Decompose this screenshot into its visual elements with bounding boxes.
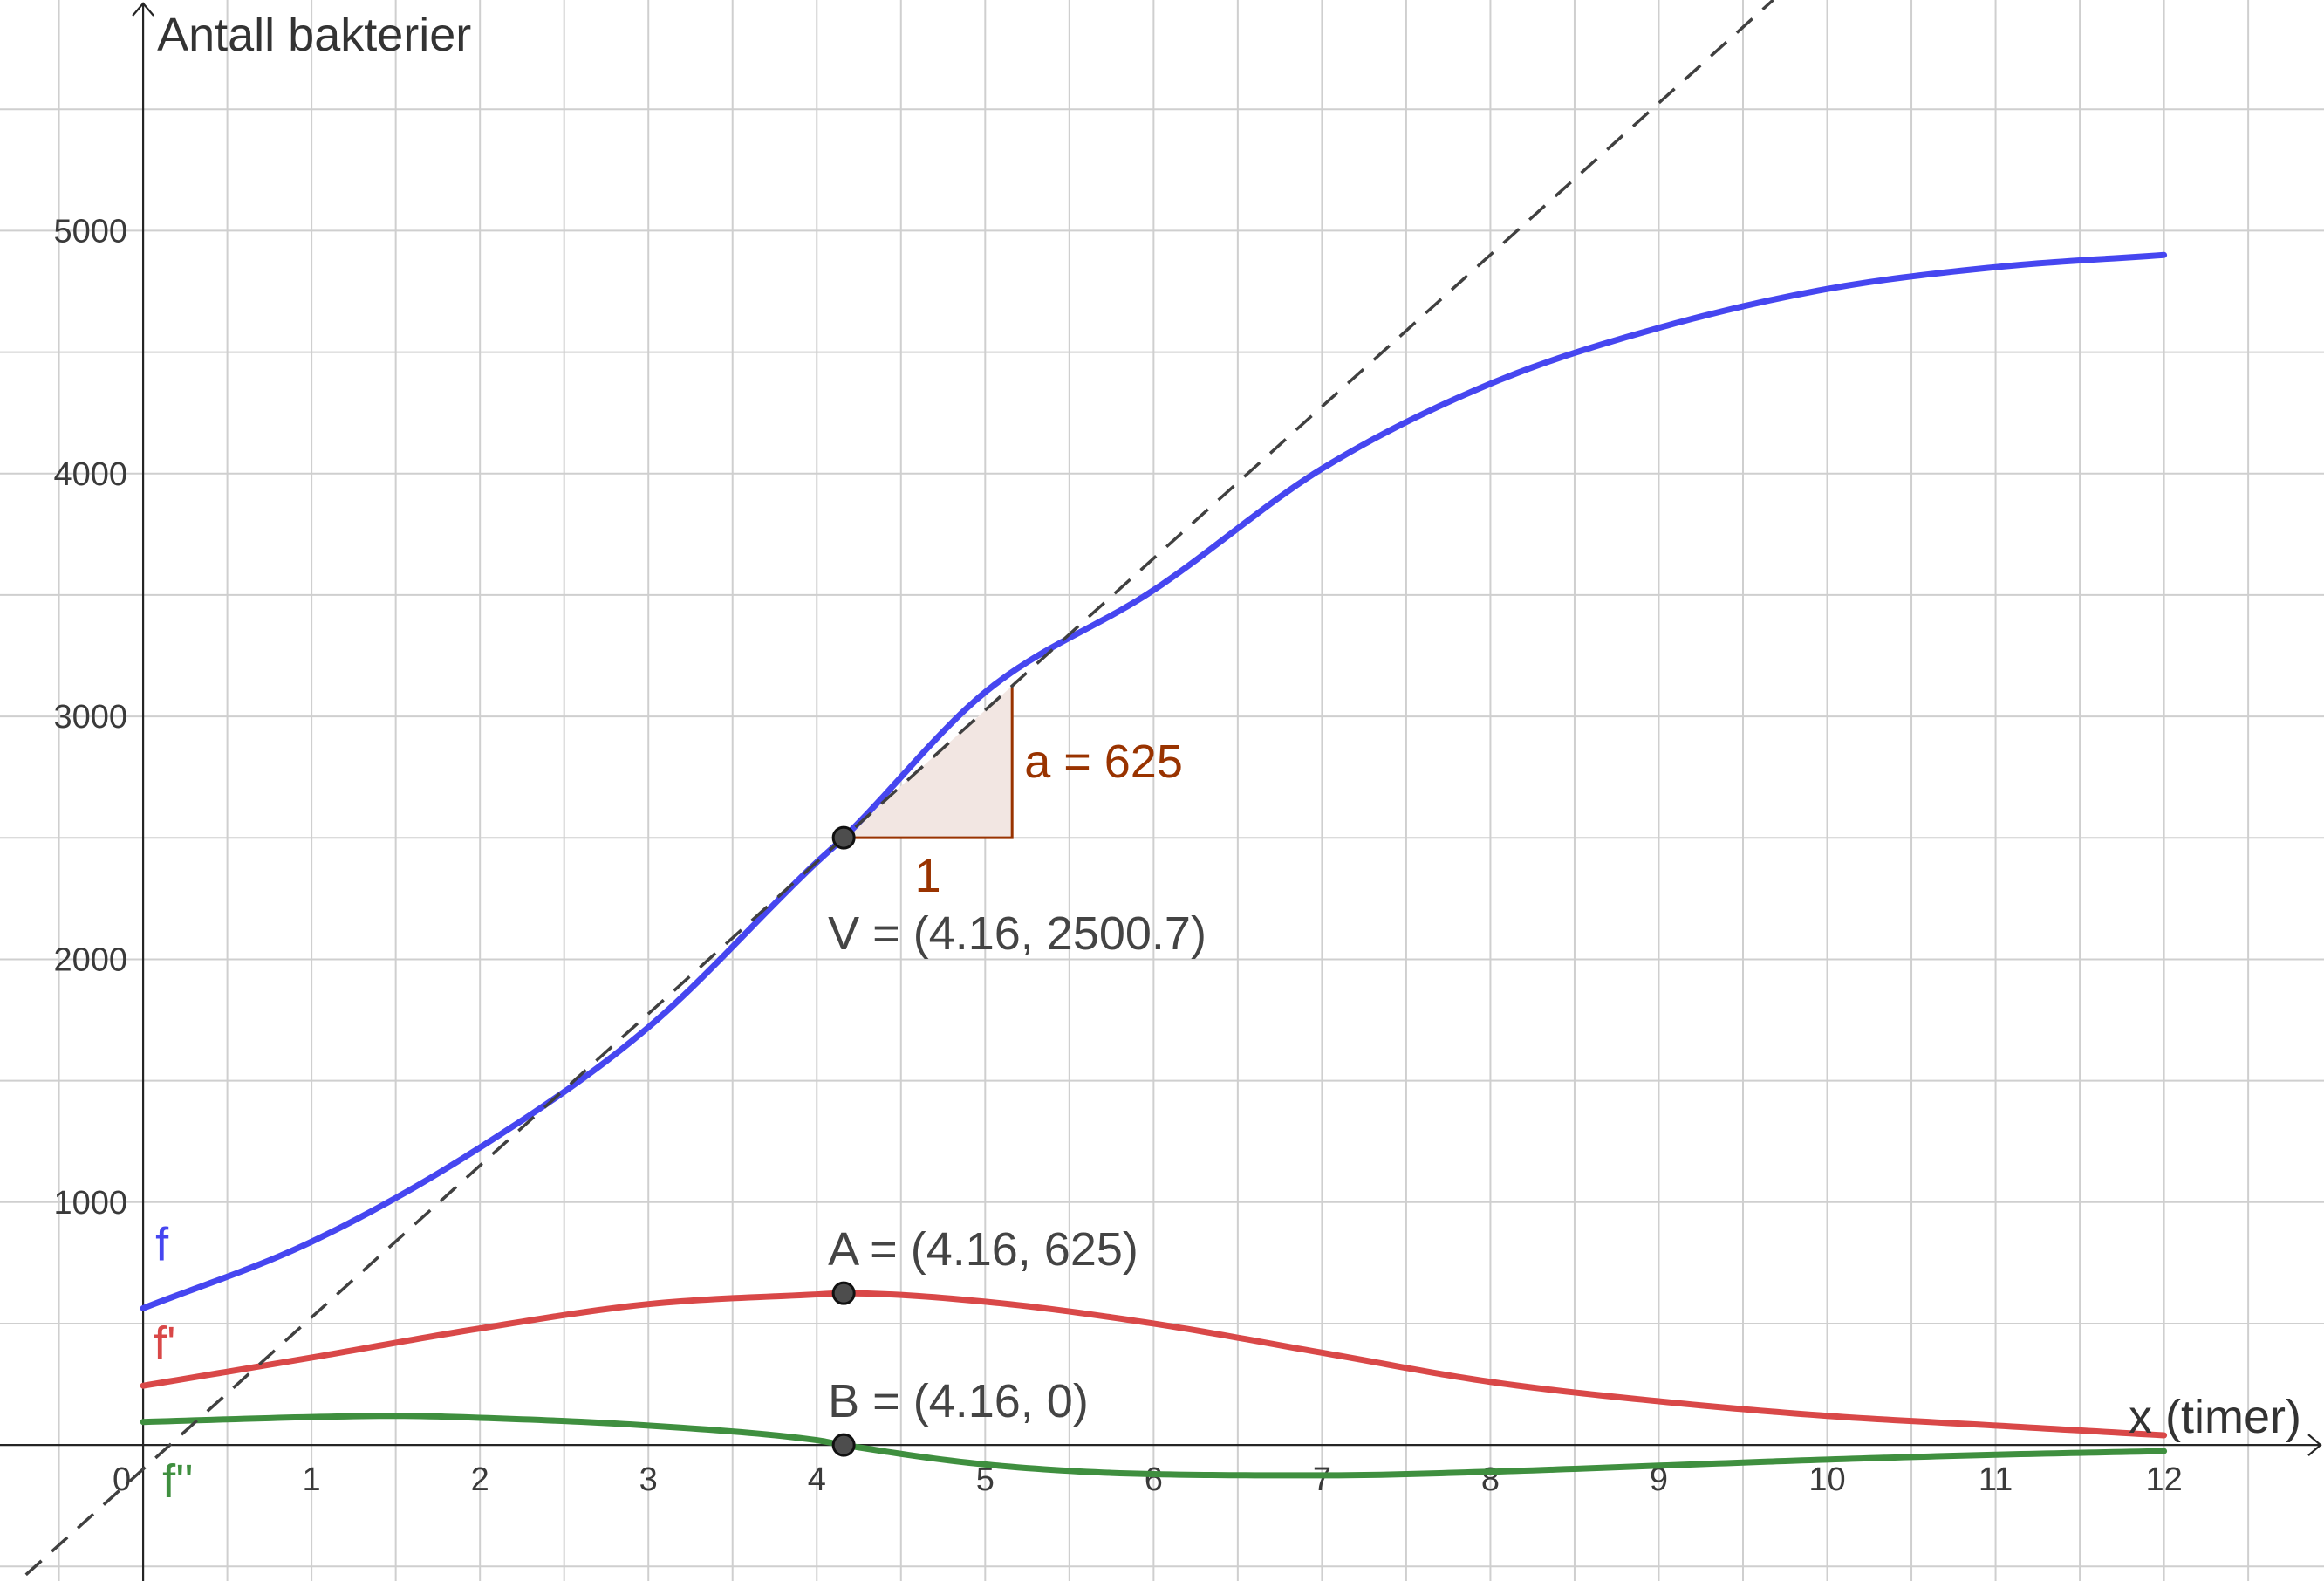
point-label-a: A = (4.16, 625) xyxy=(828,1223,1138,1276)
curves xyxy=(140,251,2168,1479)
curve-f-double-prime xyxy=(140,1413,2168,1479)
curve-label-f: f xyxy=(155,1218,169,1270)
y-tick-label: 4000 xyxy=(54,456,128,493)
curve-f xyxy=(140,251,2168,1311)
x-tick-label: 6 xyxy=(1145,1461,1163,1498)
y-tick-label: 1000 xyxy=(54,1185,128,1222)
curve-label-f-double-prime: f'' xyxy=(162,1455,194,1508)
curve-label-f-prime: f' xyxy=(154,1318,175,1370)
point-b xyxy=(831,1433,856,1457)
y-tick-label: 2000 xyxy=(54,941,128,978)
x-tick-label: 7 xyxy=(1313,1461,1331,1498)
x-tick-label: 9 xyxy=(1650,1461,1668,1498)
y-tick-label: 5000 xyxy=(54,213,128,250)
y-axis-arrow-icon xyxy=(132,2,154,17)
x-tick-label: 11 xyxy=(1979,1461,2013,1498)
x-tick-label: 8 xyxy=(1481,1461,1500,1498)
slope-rise-label: a = 625 xyxy=(1024,736,1183,788)
x-tick-label: 0 xyxy=(113,1461,131,1498)
tangent-line xyxy=(17,0,1774,1581)
slope-triangle-legs xyxy=(844,686,1014,839)
x-axis-title: x (timer) xyxy=(2129,1391,2301,1443)
x-tick-label: 3 xyxy=(639,1461,658,1498)
x-tick-label: 4 xyxy=(808,1461,826,1498)
x-tick-label: 5 xyxy=(976,1461,995,1498)
point-label-v: V = (4.16, 2500.7) xyxy=(828,907,1206,960)
curve-f-prime xyxy=(140,1290,2168,1439)
point-v xyxy=(831,825,856,850)
points xyxy=(831,825,856,1457)
y-tick-label: 3000 xyxy=(54,699,128,736)
x-tick-label: 2 xyxy=(471,1461,489,1498)
x-tick-label: 10 xyxy=(1808,1461,1845,1498)
point-label-b: B = (4.16, 0) xyxy=(828,1375,1089,1427)
slope-run-label: 1 xyxy=(915,850,941,902)
y-axis-title: Antall bakterier xyxy=(157,9,471,61)
point-a xyxy=(831,1281,856,1305)
x-tick-label: 1 xyxy=(303,1461,321,1498)
x-tick-label: 12 xyxy=(2145,1461,2182,1498)
x-axis-arrow-icon xyxy=(2307,1434,2322,1456)
